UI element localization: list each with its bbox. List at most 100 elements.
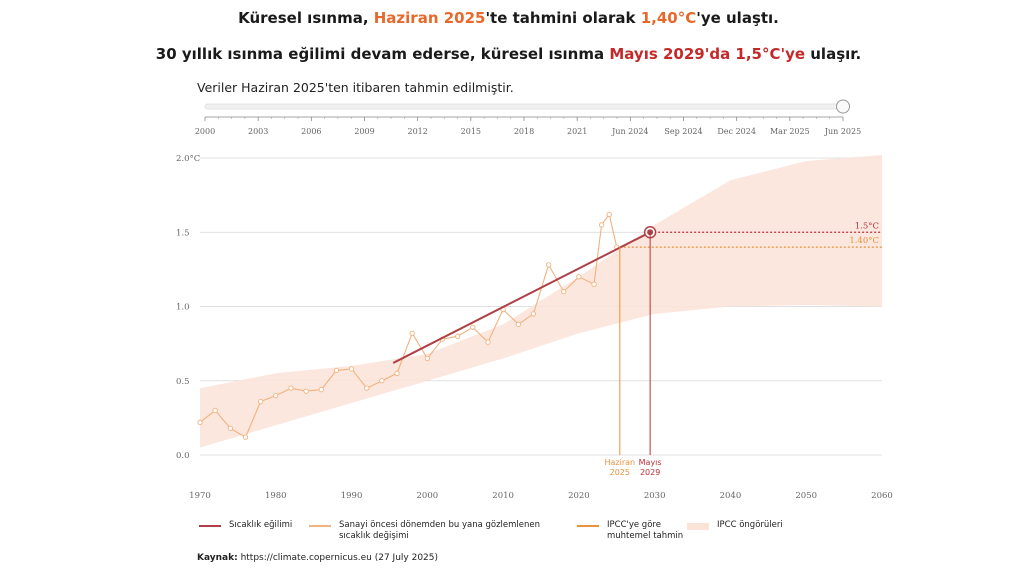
observed-point	[212, 407, 218, 414]
observed-line	[199, 213, 618, 438]
legend-label-ipcc-projection: IPCC öngörüleri	[717, 520, 783, 530]
subtitle: Veriler Haziran 2025'ten itibaren tahmin…	[197, 80, 514, 95]
legend-swatch-ipcc-projection	[687, 523, 709, 530]
axis-labels: 0.0 0.5 1.0 1.5 2.0°C 1970 1980 1990 2000 2010 202…	[176, 154, 893, 501]
reference-label: 1.5°C	[855, 221, 879, 231]
legend-swatch-trend	[199, 525, 221, 527]
x-tick-label: 2030	[644, 491, 666, 501]
reference-lines: 1.5°C 1.40°C	[619, 221, 882, 248]
x-tick-label: 1970	[189, 491, 211, 501]
x-tick-label: 2010	[492, 491, 514, 501]
timeline-track[interactable]	[204, 103, 844, 110]
observed-point	[318, 387, 324, 393]
legend-label-ipcc-estimate: IPCC'ye göre muhtemel tahmin	[607, 520, 684, 541]
ipcc-projection-band	[200, 155, 882, 448]
observed-point	[576, 274, 582, 280]
observed-point	[394, 370, 400, 376]
reference-label: 1.40°C	[849, 236, 879, 246]
observed-point	[454, 333, 461, 339]
timeline-ticks	[204, 116, 844, 121]
marker-label: 2029	[640, 468, 660, 477]
y-tick-label: 1.0	[176, 303, 190, 313]
observed-point	[227, 425, 233, 431]
observed-point	[545, 262, 552, 268]
headline-1-text-3: 'ye ulaştı.	[696, 9, 779, 27]
x-tick-label: 1980	[265, 491, 287, 501]
legend: Sıcaklık eğilimi Sanayi öncesi dönemden …	[197, 520, 997, 546]
marker-label: Haziran	[605, 458, 636, 467]
observed-point	[598, 222, 605, 228]
marker-label: Mayıs	[639, 458, 662, 467]
timeline-labels: 2000 2003 2006 2009 2012 2015 2018 2021 Jun 2024…	[195, 127, 861, 136]
timeline-label: 2018	[514, 127, 534, 136]
legend-swatch-observed	[309, 525, 331, 527]
x-tick-label: 2000	[417, 491, 439, 501]
timeline-knob[interactable]	[836, 99, 850, 114]
timeline-label: 2009	[354, 127, 374, 136]
y-tick-label: 1.5	[176, 228, 190, 238]
observed-point	[409, 330, 415, 336]
ipcc-band	[200, 155, 882, 448]
legend-item-observed: Sanayi öncesi dönemden bu yana gözlemlen…	[309, 520, 549, 542]
observed-point	[197, 419, 203, 425]
legend-label-observed: Sanayi öncesi dönemden bu yana gözlemlen…	[339, 520, 541, 541]
observed-point	[257, 398, 264, 405]
x-tick-label: 2060	[871, 491, 893, 501]
legend-swatch-ipcc-estimate	[577, 525, 599, 527]
observed-point	[561, 288, 567, 295]
observed-point	[379, 378, 385, 384]
headline-2-highlight: Mayıs 2029'da 1,5°C'ye	[609, 45, 806, 63]
source-text: https://climate.copernicus.eu (27 July 2…	[237, 553, 439, 563]
observed-point	[591, 281, 597, 287]
timeline-label: 2003	[248, 127, 268, 136]
timeline-label: Dec 2024	[717, 127, 756, 136]
x-tick-label: 2040	[720, 491, 742, 501]
timeline-label: 2000	[195, 127, 215, 136]
x-tick-label: 1990	[341, 491, 363, 501]
headline-1: Küresel ısınma, Haziran 2025'te tahmini …	[0, 9, 1017, 27]
timeline-label: 2012	[407, 127, 427, 136]
observed-point	[530, 311, 537, 317]
timeline-bar[interactable]	[204, 103, 844, 110]
marker-label: 2025	[610, 468, 630, 477]
source-note: Kaynak: https://climate.copernicus.eu (2…	[197, 553, 438, 563]
observed-point	[333, 367, 340, 374]
legend-item-ipcc-estimate: IPCC'ye göre muhtemel tahmin	[577, 520, 687, 542]
headline-1-text-2: 'te tahmini olarak	[485, 9, 641, 27]
timeline-label: Sep 2024	[664, 127, 702, 136]
observed-point	[424, 355, 430, 362]
observed-point	[485, 339, 491, 345]
y-tick-label: 2.0°C	[176, 154, 200, 164]
observed-point	[348, 366, 355, 372]
observed-series	[197, 211, 620, 440]
x-tick-label: 2020	[568, 491, 590, 501]
timeline-label: 2006	[301, 127, 321, 136]
timeline-label: Mar 2025	[770, 127, 810, 136]
headline-2-text: 30 yıllık ısınma eğilimi devam ederse, k…	[155, 45, 610, 63]
observed-point	[515, 321, 521, 327]
source-label: Kaynak:	[197, 553, 238, 563]
timeline-slider[interactable]: 2000 2003 2006 2009 2012 2015 2018 2021 Jun 2024…	[0, 96, 1017, 140]
timeline-label: 2015	[461, 127, 481, 136]
observed-point	[242, 434, 249, 440]
headline-2-text-2: ulaşır.	[805, 45, 862, 63]
headline-2: 30 yıllık ısınma eğilimi devam ederse, k…	[0, 45, 1017, 63]
headline-1-text: Küresel ısınma,	[238, 9, 374, 27]
x-tick-label: 2050	[795, 491, 817, 501]
observed-point	[273, 392, 279, 399]
headline-1-date: Haziran 2025	[373, 9, 486, 27]
legend-item-trend: Sıcaklık eğilimi	[199, 520, 292, 531]
observed-point	[288, 385, 294, 391]
observed-point	[470, 324, 476, 330]
timeline-handle[interactable]	[836, 99, 850, 114]
legend-label-trend: Sıcaklık eğilimi	[229, 520, 293, 530]
observed-point	[606, 211, 612, 218]
legend-item-ipcc-projection: IPCC öngörüleri	[687, 520, 783, 531]
y-tick-label: 0.0	[176, 451, 190, 461]
timeline-label: Jun 2024	[611, 127, 648, 136]
observed-point	[303, 388, 309, 394]
trend-line	[392, 231, 651, 364]
timeline-label: Jun 2025	[824, 127, 861, 136]
timeline-label: 2021	[567, 127, 587, 136]
y-tick-label: 0.5	[176, 377, 190, 387]
